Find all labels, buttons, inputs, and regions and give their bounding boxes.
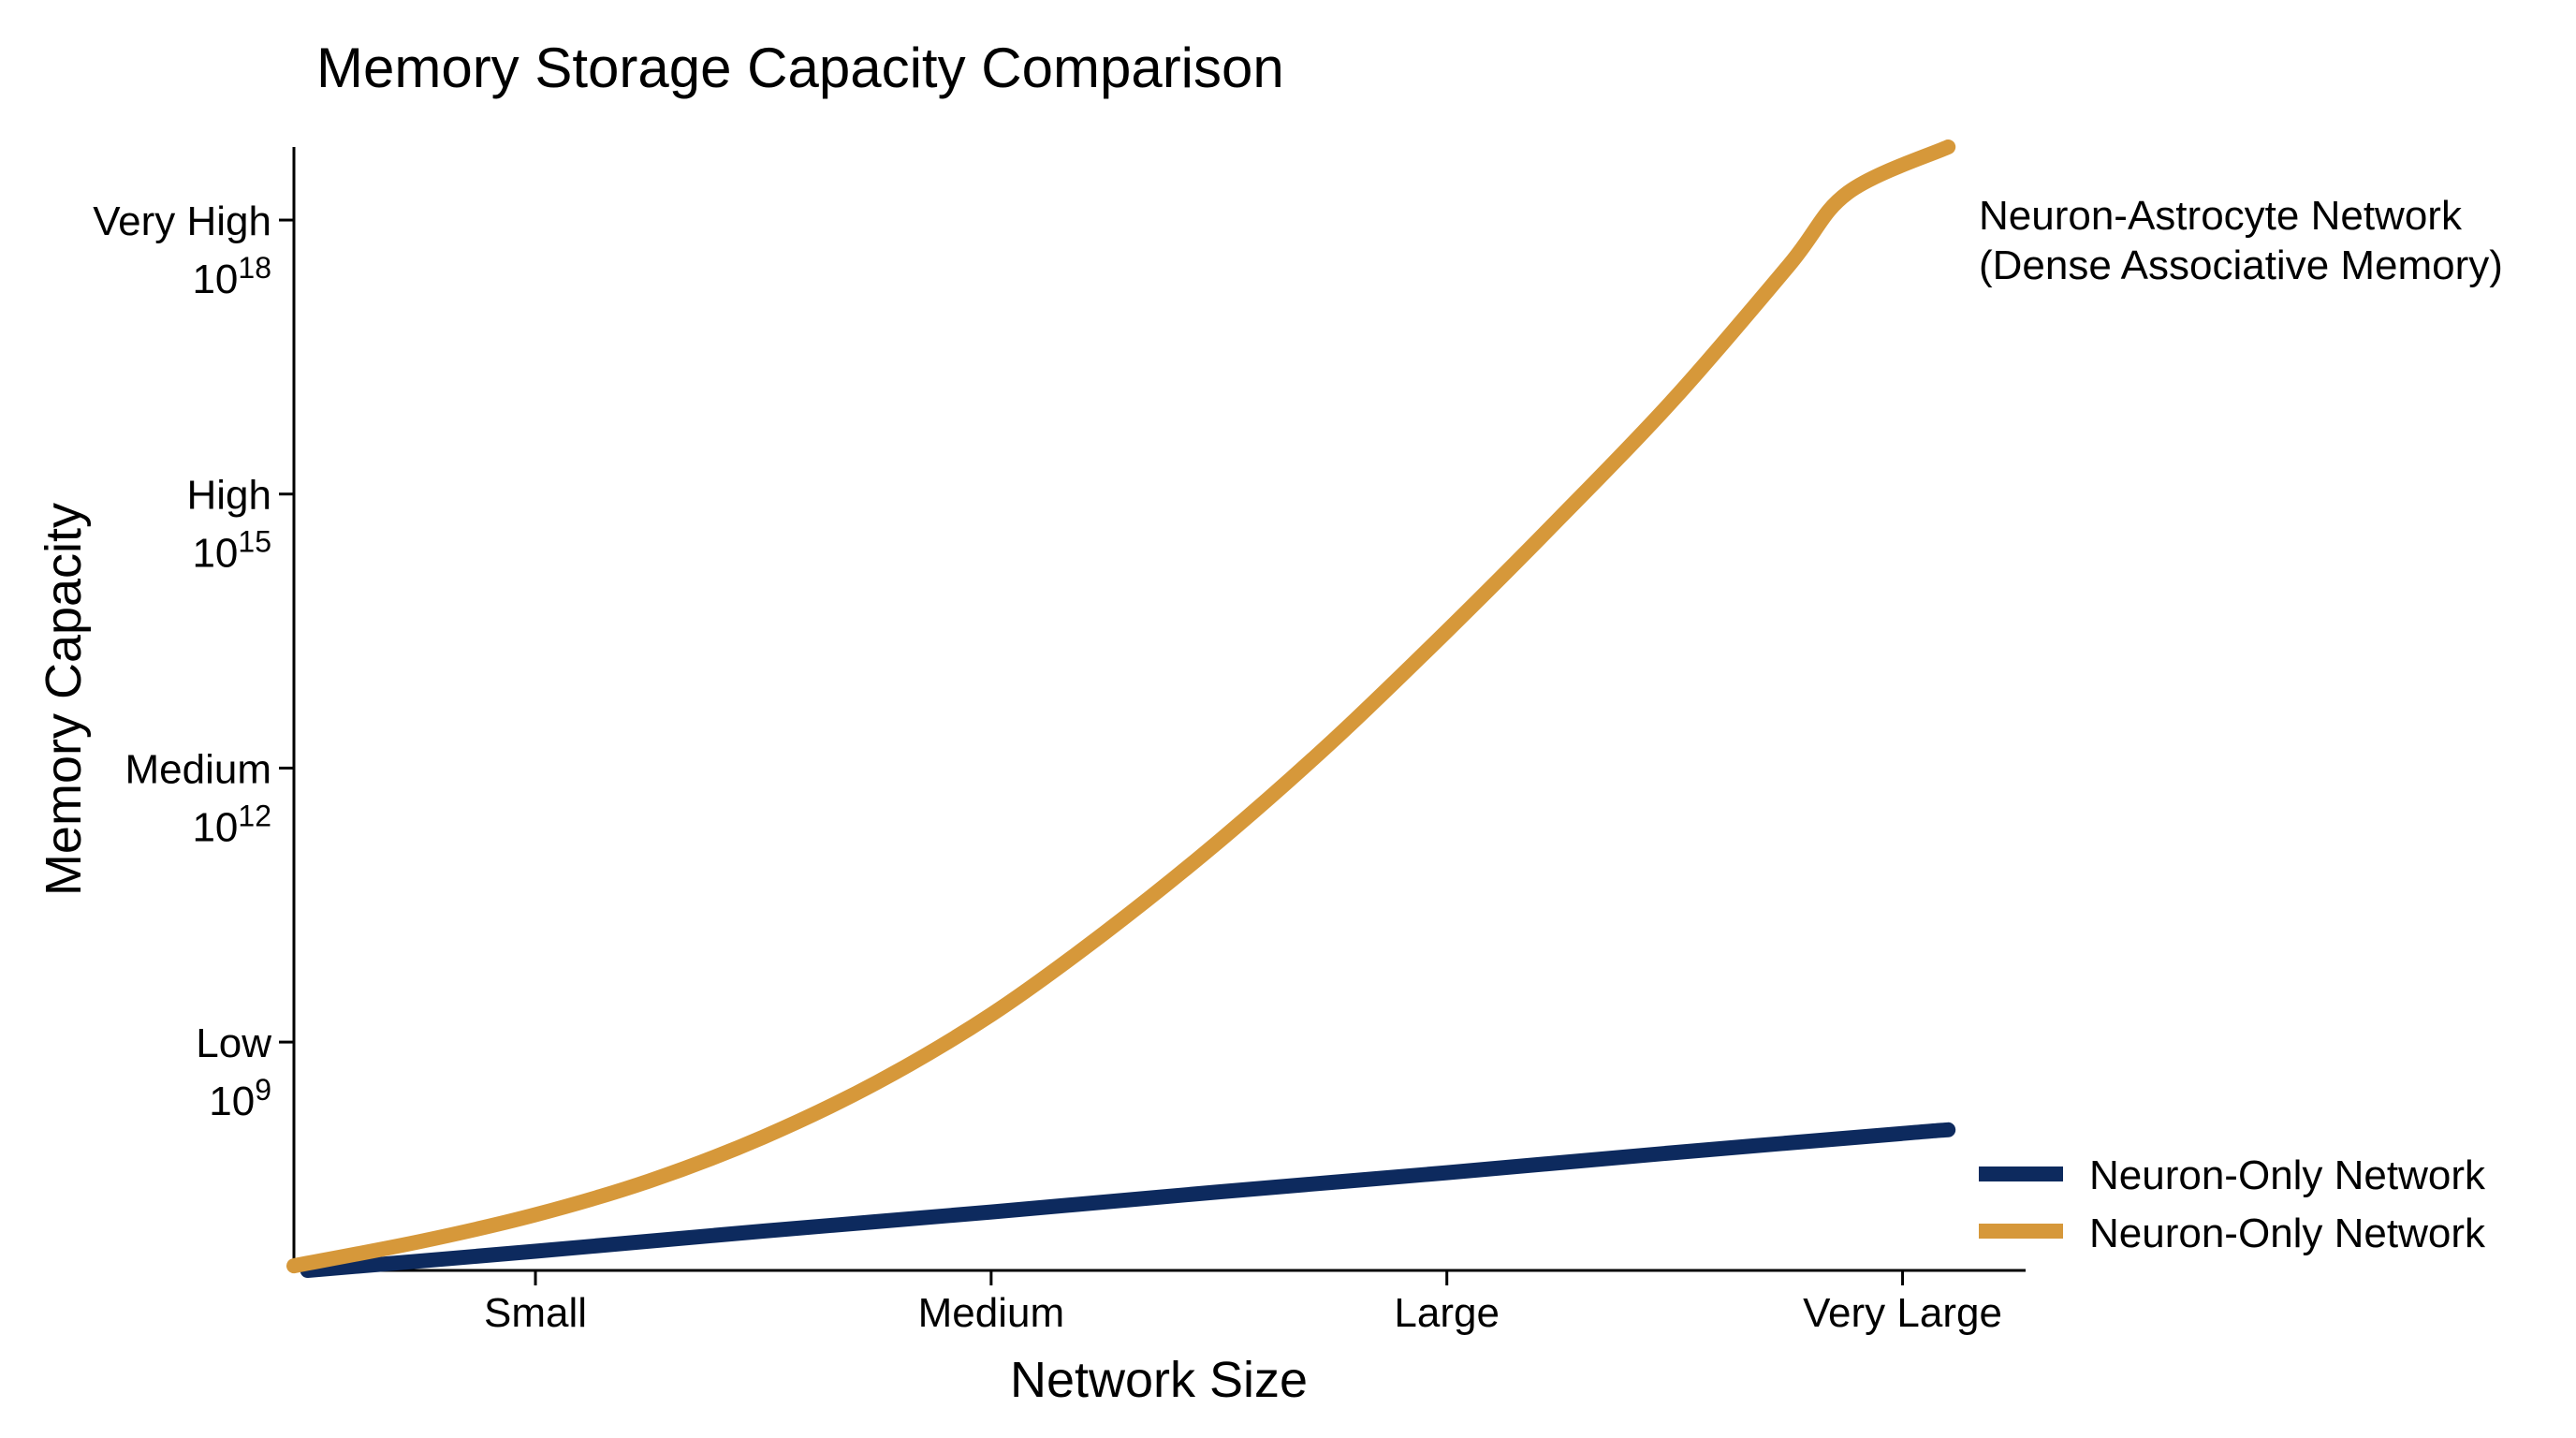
- x-tick-label: Medium: [918, 1290, 1065, 1336]
- y-tick-label: Very High: [93, 198, 271, 244]
- x-tick-label: Small: [484, 1290, 587, 1336]
- y-tick-label: Low: [196, 1020, 271, 1066]
- legend: Neuron-Only Network Neuron-Only Network: [1979, 1152, 2486, 1256]
- y-tick-power: 109: [209, 1073, 271, 1124]
- y-tick-group: Low 109 Medium 1012 High 1015 Very High 1018: [93, 198, 294, 1124]
- y-tick-label: Medium: [125, 746, 272, 792]
- legend-label-1: Neuron-Only Network: [2089, 1152, 2486, 1198]
- y-axis-label: Memory Capacity: [36, 503, 92, 896]
- series-group: [286, 139, 1956, 1278]
- y-tick-label: High: [187, 473, 272, 519]
- legend-label-2: Neuron-Only Network: [2089, 1211, 2486, 1256]
- annotation-line-1: Neuron-Astrocyte Network: [1979, 193, 2463, 239]
- y-tick-power: 1015: [192, 525, 271, 577]
- chart-title: Memory Storage Capacity Comparison: [316, 37, 1284, 99]
- series-line-neuron-only: [300, 1122, 1956, 1278]
- annotation-line-2: (Dense Associative Memory): [1979, 242, 2503, 288]
- y-tick-power: 1012: [192, 799, 271, 850]
- x-axis-label: Network Size: [1010, 1352, 1308, 1408]
- x-tick-label: Large: [1394, 1290, 1500, 1336]
- x-tick-label: Very Large: [1803, 1290, 2002, 1336]
- y-tick-power: 1018: [192, 251, 271, 302]
- x-tick-group: Small Medium Large Very Large: [484, 1270, 2002, 1336]
- series-line-neuron-astrocyte: [286, 139, 1956, 1274]
